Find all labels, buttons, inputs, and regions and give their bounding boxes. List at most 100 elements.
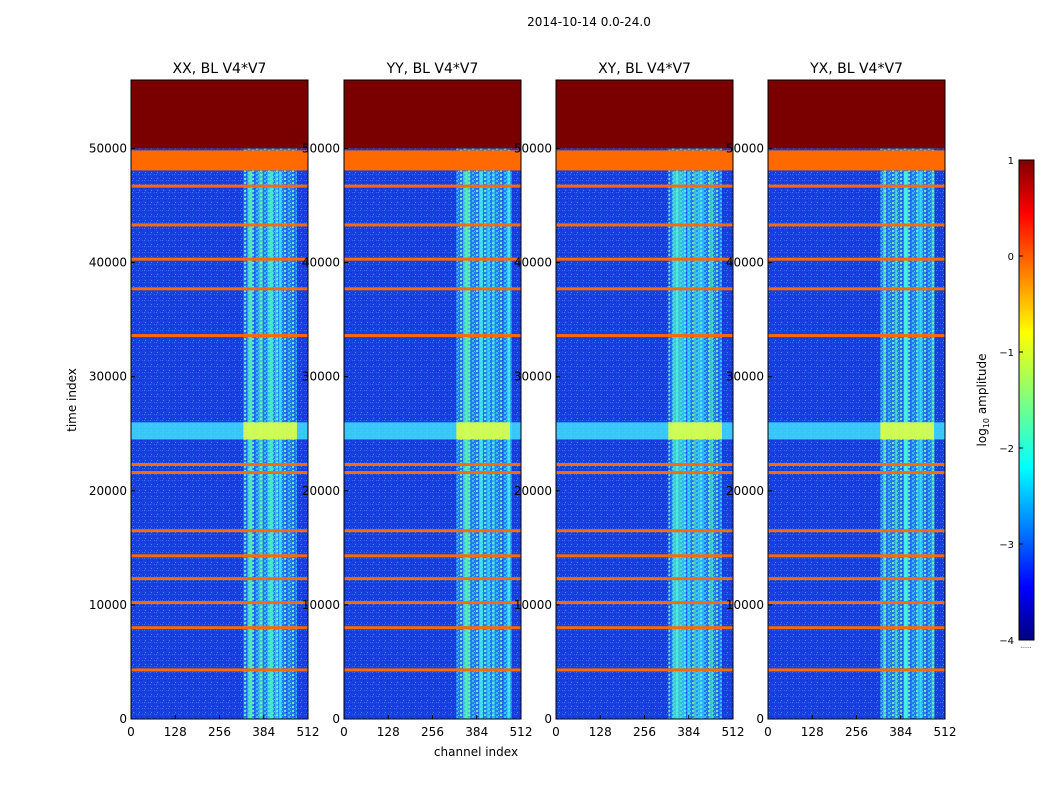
y-tick-label: 20000 xyxy=(302,484,340,498)
y-tick-label: 20000 xyxy=(89,484,127,498)
x-tick-label: 512 xyxy=(297,725,320,739)
y-tick-label: 30000 xyxy=(726,370,764,384)
flagged-row xyxy=(768,626,945,630)
flagged-row xyxy=(344,554,521,558)
y-axis-label: time index xyxy=(65,368,79,432)
flagged-row xyxy=(344,668,521,672)
colorbar: 1 0 −1 −2 −3 −4 log10 amplitude ...... xyxy=(975,156,1035,650)
flagged-row xyxy=(344,577,521,581)
channel-streak xyxy=(486,171,490,719)
channel-streak xyxy=(681,171,686,719)
panel-title: XY, BL V4*V7 xyxy=(598,61,691,77)
panel-2: YY, BL V4*V7 0 128 256 384 512 0 10000 20000 3000… xyxy=(302,61,533,739)
channel-streak xyxy=(700,171,704,719)
y-tick-label: 50000 xyxy=(514,141,552,155)
channel-streak xyxy=(267,171,271,719)
channel-streak xyxy=(882,171,887,719)
y-tick-label: 40000 xyxy=(302,256,340,270)
flagged-row xyxy=(768,471,945,475)
flagged-row xyxy=(556,463,733,467)
flagged-row xyxy=(768,184,945,188)
x-tick-label: 0 xyxy=(552,725,560,739)
channel-streak xyxy=(672,171,678,719)
bright-time-band-hot xyxy=(456,422,510,440)
x-tick-label: 0 xyxy=(340,725,348,739)
flagged-row xyxy=(344,529,521,533)
flagged-row xyxy=(556,554,733,558)
channel-streak xyxy=(465,171,471,719)
flagged-row xyxy=(768,601,945,605)
flagged-row xyxy=(131,471,308,475)
flagged-row xyxy=(768,257,945,261)
flagged-band xyxy=(131,150,308,171)
x-tick-label: 128 xyxy=(589,725,612,739)
flagged-row xyxy=(344,257,521,261)
colorbar-tick-label: −1 xyxy=(999,348,1014,359)
flagged-row xyxy=(131,601,308,605)
flagged-row xyxy=(556,257,733,261)
flagged-row xyxy=(768,668,945,672)
y-tick-label: 10000 xyxy=(514,598,552,612)
flagged-row xyxy=(556,184,733,188)
channel-streak xyxy=(480,171,483,719)
x-axis-label: channel index xyxy=(434,745,518,759)
bright-time-band-hot xyxy=(243,422,297,440)
x-tick-label: 384 xyxy=(889,725,912,739)
y-tick-label: 0 xyxy=(544,712,552,726)
y-tick-label: 10000 xyxy=(302,598,340,612)
colorbar-footnote: ...... xyxy=(1020,643,1032,650)
flagged-row xyxy=(131,334,308,338)
colorbar-gradient xyxy=(1018,159,1035,641)
x-tick-label: 128 xyxy=(164,725,187,739)
y-tick-label: 40000 xyxy=(514,256,552,270)
flagged-row xyxy=(131,257,308,261)
x-tick-label: 384 xyxy=(252,725,275,739)
flagged-row xyxy=(556,577,733,581)
x-tick-label: 512 xyxy=(510,725,533,739)
flagged-row xyxy=(344,223,521,227)
y-tick-label: 50000 xyxy=(89,141,127,155)
colorbar-tick-label: 0 xyxy=(1008,252,1014,263)
saturated-block xyxy=(131,80,308,149)
flagged-row xyxy=(768,577,945,581)
flagged-row xyxy=(768,529,945,533)
bright-time-band-hot xyxy=(880,422,934,440)
flagged-band xyxy=(768,150,945,171)
flagged-row xyxy=(344,287,521,291)
channel-streak xyxy=(687,171,691,719)
heatmap-area xyxy=(768,80,945,719)
flagged-row xyxy=(344,463,521,467)
y-tick-label: 20000 xyxy=(514,484,552,498)
flagged-band xyxy=(344,150,521,171)
flagged-row xyxy=(131,184,308,188)
flagged-row xyxy=(556,334,733,338)
channel-streak xyxy=(916,171,921,719)
bright-time-band-hot xyxy=(668,422,722,440)
flagged-row xyxy=(131,529,308,533)
channel-streak xyxy=(920,171,923,719)
channel-streak xyxy=(274,171,279,719)
flagged-row xyxy=(344,601,521,605)
panel-3: XY, BL V4*V7 0 128 256 384 512 0 10000 20000 3000… xyxy=(514,61,745,739)
channel-streak xyxy=(462,171,467,719)
flagged-row xyxy=(131,463,308,467)
channel-streak xyxy=(709,171,713,719)
y-tick-label: 40000 xyxy=(726,256,764,270)
channel-streak xyxy=(676,171,681,719)
channel-streak xyxy=(931,171,935,719)
x-tick-label: 256 xyxy=(421,725,444,739)
panel-4: YX, BL V4*V7 0 128 256 384 512 0 10000 20000 3000… xyxy=(726,61,957,739)
panel-title: YY, BL V4*V7 xyxy=(386,61,479,77)
x-tick-label: 256 xyxy=(845,725,868,739)
flagged-row xyxy=(556,529,733,533)
colorbar-tick-label: −4 xyxy=(999,636,1014,647)
flagged-row xyxy=(556,223,733,227)
colorbar-label: log10 amplitude xyxy=(975,354,991,447)
channel-streak xyxy=(697,171,701,719)
flagged-row xyxy=(344,471,521,475)
colorbar-tick-label: 1 xyxy=(1008,156,1014,167)
flagged-row xyxy=(556,471,733,475)
heatmap-area xyxy=(131,80,308,719)
y-tick-label: 30000 xyxy=(514,370,552,384)
